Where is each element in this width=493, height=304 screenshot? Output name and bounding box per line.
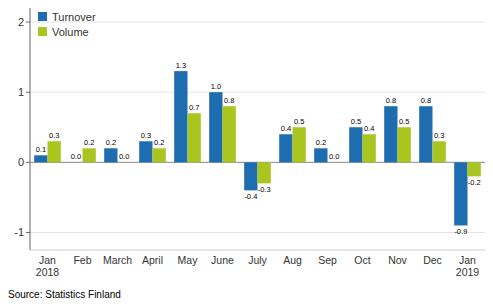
y-tick [26, 92, 30, 93]
grid-line [30, 232, 485, 233]
data-label: 0.0 [71, 152, 81, 161]
data-label: 0.3 [49, 131, 59, 140]
bar [48, 141, 61, 162]
grid-line [30, 92, 485, 93]
data-label: 0.5 [294, 117, 304, 126]
bar [398, 127, 411, 162]
data-label: 0.8 [386, 96, 396, 105]
y-tick-label: -1 [14, 226, 24, 238]
y-tick-label: 1 [18, 86, 24, 98]
x-tick-label: Jan2019 [456, 254, 480, 278]
bar [139, 141, 152, 162]
data-label: -0.9 [454, 227, 467, 236]
bar [174, 71, 187, 162]
x-tick-label: Jan2018 [36, 254, 60, 278]
y-tick [26, 162, 30, 163]
data-label: 0.2 [106, 138, 116, 147]
data-label: 0.1 [36, 145, 46, 154]
bar [433, 141, 446, 162]
data-label: 0.7 [189, 103, 199, 112]
bar [293, 127, 306, 162]
legend-swatch [38, 12, 47, 21]
y-axis-line [30, 8, 31, 250]
grid [30, 22, 485, 232]
y-tick-label: 2 [18, 16, 24, 28]
bar [104, 148, 117, 162]
x-axis-line [30, 250, 485, 251]
legend-swatch [38, 27, 47, 36]
bar [209, 92, 222, 162]
y-tick [26, 232, 30, 233]
legend: Turnover Volume [38, 11, 96, 38]
data-label: 0.4 [364, 124, 374, 133]
bar [384, 106, 397, 162]
data-label: -0.3 [258, 185, 271, 194]
x-tick-label: May [178, 254, 199, 266]
bar [454, 162, 467, 225]
bar [223, 106, 236, 162]
data-label: 0.4 [281, 124, 291, 133]
bar [118, 162, 131, 163]
x-tick-label: June [211, 254, 234, 266]
x-tick-label: April [142, 254, 163, 266]
bar [244, 162, 257, 190]
data-label: 0.8 [421, 96, 431, 105]
data-label: 0.3 [434, 131, 444, 140]
chart: -10120.10.00.20.31.31.0-0.40.40.20.50.80… [0, 0, 493, 304]
bar [258, 162, 271, 183]
x-tick-label: Aug [283, 254, 302, 266]
x-tick-label: Sep [318, 254, 337, 266]
source: Source: Statistics Finland [8, 289, 121, 300]
x-tick-label: Nov [388, 254, 407, 266]
bar [314, 148, 327, 162]
x-tick-label: Feb [73, 254, 91, 266]
data-label: 0.5 [351, 117, 361, 126]
data-label: -0.2 [468, 178, 481, 187]
grid-line [30, 22, 485, 23]
bar [279, 134, 292, 162]
data-label: 0.0 [119, 152, 129, 161]
data-label: 0.0 [329, 152, 339, 161]
x-tick-label: March [103, 254, 132, 266]
x-tick-label: Oct [354, 254, 370, 266]
legend-label: Volume [52, 26, 89, 38]
bar [468, 162, 481, 176]
data-labels: 0.10.00.20.31.31.0-0.40.40.20.50.80.8-0.… [36, 61, 481, 236]
data-label: 0.3 [141, 131, 151, 140]
data-label: 1.0 [211, 82, 221, 91]
data-label: 0.5 [399, 117, 409, 126]
y-tick [26, 22, 30, 23]
data-label: 0.8 [224, 96, 234, 105]
bar [83, 148, 96, 162]
bar [419, 106, 432, 162]
bar [349, 127, 362, 162]
bar [328, 162, 341, 163]
data-label: 1.3 [176, 61, 186, 70]
data-label: 0.2 [154, 138, 164, 147]
bar [363, 134, 376, 162]
bar [188, 113, 201, 162]
x-tick-label: Dec [423, 254, 442, 266]
data-label: -0.4 [244, 192, 257, 201]
y-tick-label: 0 [18, 156, 24, 168]
legend-label: Turnover [52, 11, 96, 23]
bars [34, 71, 481, 225]
bar [34, 155, 47, 162]
bar [69, 162, 82, 163]
bar [153, 148, 166, 162]
x-tick-label: July [248, 254, 267, 266]
data-label: 0.2 [316, 138, 326, 147]
data-label: 0.2 [84, 138, 94, 147]
